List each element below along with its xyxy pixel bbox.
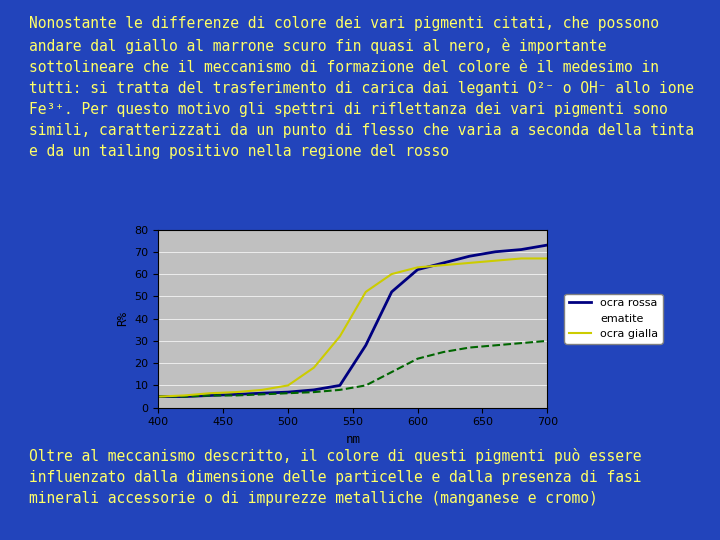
ocra rossa	[154, 393, 163, 400]
ocra rossa	[387, 288, 396, 295]
ocra gialla	[413, 264, 422, 271]
ocra rossa	[284, 389, 292, 395]
X-axis label: nm: nm	[346, 433, 360, 446]
ocra gialla	[517, 255, 526, 262]
Y-axis label: R%: R%	[116, 311, 129, 326]
ocra gialla	[465, 260, 474, 266]
ematite	[517, 340, 526, 346]
ematite	[361, 382, 370, 389]
ocra rossa	[180, 393, 189, 400]
ocra rossa	[258, 390, 266, 396]
ocra rossa	[413, 266, 422, 273]
ocra rossa	[517, 246, 526, 253]
ocra rossa	[491, 248, 500, 255]
ocra gialla	[284, 382, 292, 389]
ematite	[284, 390, 292, 396]
ocra rossa	[336, 382, 344, 389]
ocra rossa	[543, 242, 552, 248]
ematite	[439, 349, 448, 355]
ocra rossa	[232, 391, 240, 397]
Line: ocra rossa: ocra rossa	[158, 245, 547, 396]
ocra gialla	[336, 333, 344, 340]
ocra rossa	[310, 387, 318, 393]
ocra gialla	[491, 258, 500, 264]
ematite	[387, 369, 396, 375]
ocra gialla	[206, 390, 215, 396]
ematite	[310, 389, 318, 395]
Text: Nonostante le differenze di colore dei vari pigmenti citati, che possono
andare : Nonostante le differenze di colore dei v…	[29, 16, 694, 159]
ocra gialla	[361, 288, 370, 295]
ematite	[180, 393, 189, 400]
ematite	[491, 342, 500, 349]
ematite	[413, 355, 422, 362]
ematite	[154, 393, 163, 400]
ematite	[465, 345, 474, 351]
ocra rossa	[465, 253, 474, 260]
ocra gialla	[258, 387, 266, 393]
Text: Oltre al meccanismo descritto, il colore di questi pigmenti può essere
influenza: Oltre al meccanismo descritto, il colore…	[29, 448, 642, 506]
ocra gialla	[154, 393, 163, 400]
ocra gialla	[180, 392, 189, 399]
ematite	[206, 392, 215, 399]
ocra gialla	[310, 364, 318, 371]
Legend: ocra rossa, ematite, ocra gialla: ocra rossa, ematite, ocra gialla	[564, 294, 662, 343]
ematite	[232, 392, 240, 399]
ocra gialla	[387, 271, 396, 277]
Line: ematite: ematite	[158, 341, 547, 396]
ocra rossa	[206, 392, 215, 399]
Line: ocra gialla: ocra gialla	[158, 259, 547, 396]
ocra gialla	[232, 389, 240, 395]
ematite	[258, 391, 266, 397]
ematite	[543, 338, 552, 344]
ocra rossa	[361, 342, 370, 349]
ocra gialla	[439, 262, 448, 268]
ematite	[336, 387, 344, 393]
ocra gialla	[543, 255, 552, 262]
ocra rossa	[439, 260, 448, 266]
